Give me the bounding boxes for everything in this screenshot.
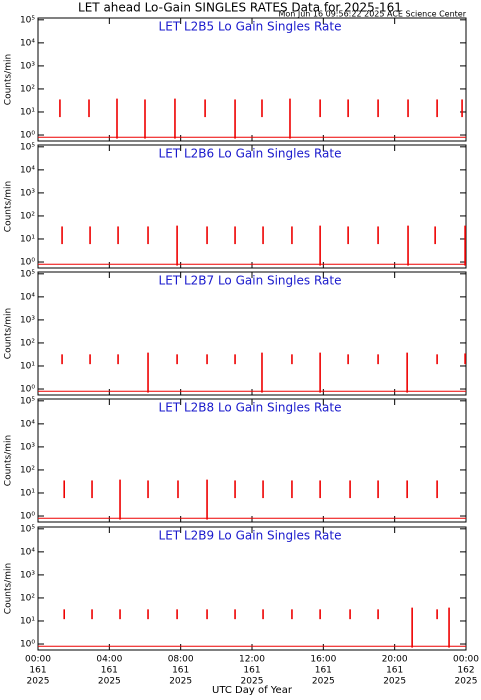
x-tick-day: 161 <box>101 666 118 676</box>
x-tick-label: 00:00 <box>25 655 51 665</box>
x-tick-year: 2025 <box>455 677 478 687</box>
y-tick-label: 10² <box>20 84 35 94</box>
y-tick-label: 10³ <box>20 442 35 452</box>
x-tick-year: 2025 <box>241 677 264 687</box>
panel-title: LET L2B5 Lo Gain Singles Rate <box>159 20 342 34</box>
y-tick-label: 10² <box>20 211 35 221</box>
x-tick-day: 161 <box>243 666 260 676</box>
y-tick-label: 10⁵ <box>20 15 35 25</box>
y-tick-label: 10⁴ <box>20 38 35 48</box>
y-tick-label: 10⁰ <box>20 385 35 395</box>
y-tick-label: 10³ <box>20 315 35 325</box>
x-tick-year: 2025 <box>383 677 406 687</box>
y-tick-label: 10² <box>20 593 35 603</box>
x-tick-label: 16:00 <box>310 655 336 665</box>
y-axis-label: Counts/min <box>4 435 14 486</box>
x-tick-day: 161 <box>386 666 403 676</box>
x-tick-day: 161 <box>172 666 189 676</box>
y-tick-label: 10⁰ <box>20 258 35 268</box>
x-tick-year: 2025 <box>27 677 50 687</box>
x-tick-label: 12:00 <box>239 655 265 665</box>
x-tick-day: 161 <box>315 666 332 676</box>
y-tick-label: 10² <box>20 465 35 475</box>
x-tick-day: 161 <box>29 666 46 676</box>
x-tick-year: 2025 <box>98 677 121 687</box>
y-tick-label: 10¹ <box>20 234 35 244</box>
y-tick-label: 10⁴ <box>20 165 35 175</box>
panel-title: LET L2B7 Lo Gain Singles Rate <box>159 274 342 288</box>
x-tick-label: 08:00 <box>168 655 194 665</box>
y-axis-label: Counts/min <box>4 181 14 232</box>
y-tick-label: 10⁵ <box>20 142 35 152</box>
panel-title: LET L2B9 Lo Gain Singles Rate <box>159 529 342 543</box>
y-tick-label: 10¹ <box>20 488 35 498</box>
y-tick-label: 10⁴ <box>20 547 35 557</box>
y-axis-label: Counts/min <box>4 308 14 359</box>
y-tick-label: 10¹ <box>20 107 35 117</box>
y-tick-label: 10⁴ <box>20 419 35 429</box>
y-axis-label: Counts/min <box>4 54 14 105</box>
y-tick-label: 10¹ <box>20 616 35 626</box>
x-tick-year: 2025 <box>312 677 335 687</box>
x-tick-day: 162 <box>457 666 474 676</box>
y-tick-label: 10⁰ <box>20 131 35 141</box>
y-tick-label: 10⁰ <box>20 512 35 522</box>
panel-title: LET L2B6 Lo Gain Singles Rate <box>159 147 342 161</box>
y-tick-label: 10⁵ <box>20 524 35 534</box>
y-tick-label: 10⁵ <box>20 269 35 279</box>
x-tick-year: 2025 <box>169 677 192 687</box>
y-tick-label: 10³ <box>20 188 35 198</box>
chart-title: LET ahead Lo-Gain SINGLES RATES Data for… <box>78 1 402 15</box>
y-tick-label: 10³ <box>20 61 35 71</box>
x-tick-label: 20:00 <box>382 655 408 665</box>
x-axis-label: UTC Day of Year <box>212 685 293 696</box>
y-tick-label: 10⁰ <box>20 640 35 650</box>
y-tick-label: 10⁵ <box>20 396 35 406</box>
x-tick-label: 04:00 <box>96 655 122 665</box>
y-axis-label: Counts/min <box>4 563 14 614</box>
y-tick-label: 10⁴ <box>20 292 35 302</box>
x-tick-label: 00:00 <box>453 655 479 665</box>
y-tick-label: 10¹ <box>20 361 35 371</box>
chart-subtitle: Mon Jun 16 09:56:22 2025 ACE Science Cen… <box>278 10 466 19</box>
panel-title: LET L2B8 Lo Gain Singles Rate <box>159 401 342 415</box>
y-tick-label: 10³ <box>20 570 35 580</box>
y-tick-label: 10² <box>20 338 35 348</box>
